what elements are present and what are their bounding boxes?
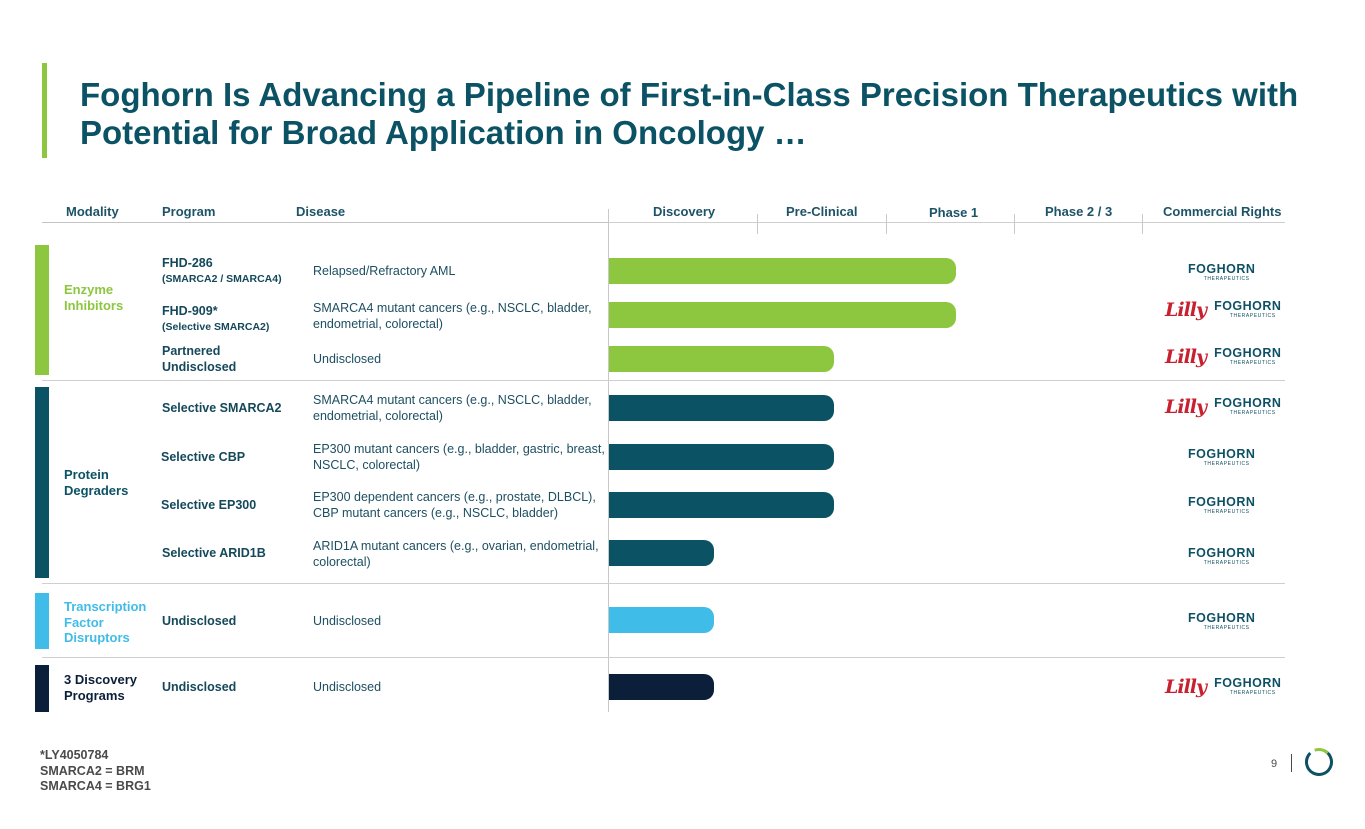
stage-bar <box>609 346 834 372</box>
lilly-logo: Lilly <box>1165 346 1207 368</box>
stage-bar <box>609 674 714 700</box>
enzyme-band <box>35 245 49 375</box>
program-name: Selective SMARCA2 <box>162 401 282 415</box>
disease-text: Undisclosed <box>313 680 382 694</box>
header-modality: Modality <box>66 204 119 219</box>
disease-text: SMARCA4 mutant cancers (e.g., NSCLC, bla… <box>313 301 592 331</box>
disease-text: EP300 mutant cancers (e.g., bladder, gas… <box>313 442 605 472</box>
stage-tick <box>1014 214 1015 234</box>
disease-text: EP300 dependent cancers (e.g., prostate,… <box>313 490 596 520</box>
section-divider <box>42 583 1285 584</box>
page-title: Foghorn Is Advancing a Pipeline of First… <box>80 76 1299 151</box>
modality-protein-degraders: Protein Degraders <box>64 467 129 498</box>
stage-tick <box>886 214 887 234</box>
footnotes: *LY4050784 SMARCA2 = BRM SMARCA4 = BRG1 <box>40 748 151 795</box>
footnote: *LY4050784 <box>40 748 109 762</box>
lilly-logo: Lilly <box>1165 396 1207 418</box>
program-name: Selective EP300 <box>161 498 257 512</box>
discovery-band <box>35 665 49 712</box>
foghorn-logo: FOGHORN THERAPEUTICS <box>1214 299 1282 320</box>
stage-bar <box>609 607 714 633</box>
stage-bar <box>609 444 834 470</box>
section-divider <box>42 380 1285 381</box>
stage-bar <box>609 540 714 566</box>
foghorn-logo: FOGHORN THERAPEUTICS <box>1214 346 1282 367</box>
program-name: Undisclosed <box>162 614 237 628</box>
modality-enzyme-inhibitors: Enzyme Inhibitors <box>64 282 124 313</box>
disease-text: ARID1A mutant cancers (e.g., ovarian, en… <box>313 539 599 569</box>
stage-axis-line <box>608 222 1285 223</box>
foghorn-logo: FOGHORN THERAPEUTICS <box>1188 495 1256 516</box>
stage-bar <box>609 302 956 328</box>
header-phase23: Phase 2 / 3 <box>1045 204 1113 219</box>
stage-tick <box>1142 214 1143 234</box>
program-name: FHD-909* (Selective SMARCA2) <box>162 304 270 333</box>
lilly-foghorn-logo: Lilly FOGHORN THERAPEUTICS <box>1165 676 1281 698</box>
disease-text: Relapsed/Refractory AML <box>313 264 456 278</box>
stage-bar <box>609 492 834 518</box>
stage-tick <box>757 214 758 234</box>
disease-text: Undisclosed <box>313 352 382 366</box>
program-name: Selective ARID1B <box>162 546 266 560</box>
degraders-band <box>35 387 49 578</box>
modality-transcription-factor-disruptors: Transcription Factor Disruptors <box>64 599 147 645</box>
stage-bar <box>609 395 834 421</box>
lilly-foghorn-logo: Lilly FOGHORN THERAPEUTICS <box>1165 396 1281 418</box>
stage-bar <box>609 258 956 284</box>
section-divider <box>42 657 1285 658</box>
program-name: Partnered Undisclosed <box>162 344 237 374</box>
foghorn-logo: FOGHORN THERAPEUTICS <box>1188 611 1256 632</box>
lilly-foghorn-logo: Lilly FOGHORN THERAPEUTICS <box>1165 299 1281 321</box>
stage-start-line <box>608 209 609 712</box>
disease-text: Undisclosed <box>313 614 382 628</box>
title-accent-bar <box>42 63 47 158</box>
tfd-band <box>35 593 49 649</box>
header-discovery: Discovery <box>653 204 716 219</box>
lilly-logo: Lilly <box>1165 676 1207 698</box>
foghorn-logo: FOGHORN THERAPEUTICS <box>1214 396 1282 417</box>
header-preclinical: Pre-Clinical <box>786 204 858 219</box>
footnote: SMARCA2 = BRM <box>40 763 145 778</box>
foghorn-logo: FOGHORN THERAPEUTICS <box>1214 676 1282 697</box>
modality-discovery-programs: 3 Discovery Programs <box>64 672 137 703</box>
program-name: FHD-286 (SMARCA2 / SMARCA4) <box>162 256 282 285</box>
header-disease: Disease <box>296 204 346 219</box>
footnote: SMARCA4 = BRG1 <box>40 779 151 793</box>
foghorn-logo: FOGHORN THERAPEUTICS <box>1188 262 1256 283</box>
foghorn-ring-icon <box>1305 748 1333 776</box>
program-name: Undisclosed <box>162 680 237 694</box>
lilly-logo: Lilly <box>1165 299 1207 321</box>
header-phase1: Phase 1 <box>929 205 979 220</box>
page-number: 9 <box>1271 758 1278 770</box>
page-number-divider <box>1291 754 1292 772</box>
program-name: Selective CBP <box>161 450 246 464</box>
lilly-foghorn-logo: Lilly FOGHORN THERAPEUTICS <box>1165 346 1281 368</box>
header-program: Program <box>162 204 216 219</box>
foghorn-logo: FOGHORN THERAPEUTICS <box>1188 447 1256 468</box>
header-commercial-rights: Commercial Rights <box>1163 204 1282 219</box>
disease-text: SMARCA4 mutant cancers (e.g., NSCLC, bla… <box>313 393 592 423</box>
header-divider <box>42 222 608 223</box>
foghorn-logo: FOGHORN THERAPEUTICS <box>1188 546 1256 567</box>
